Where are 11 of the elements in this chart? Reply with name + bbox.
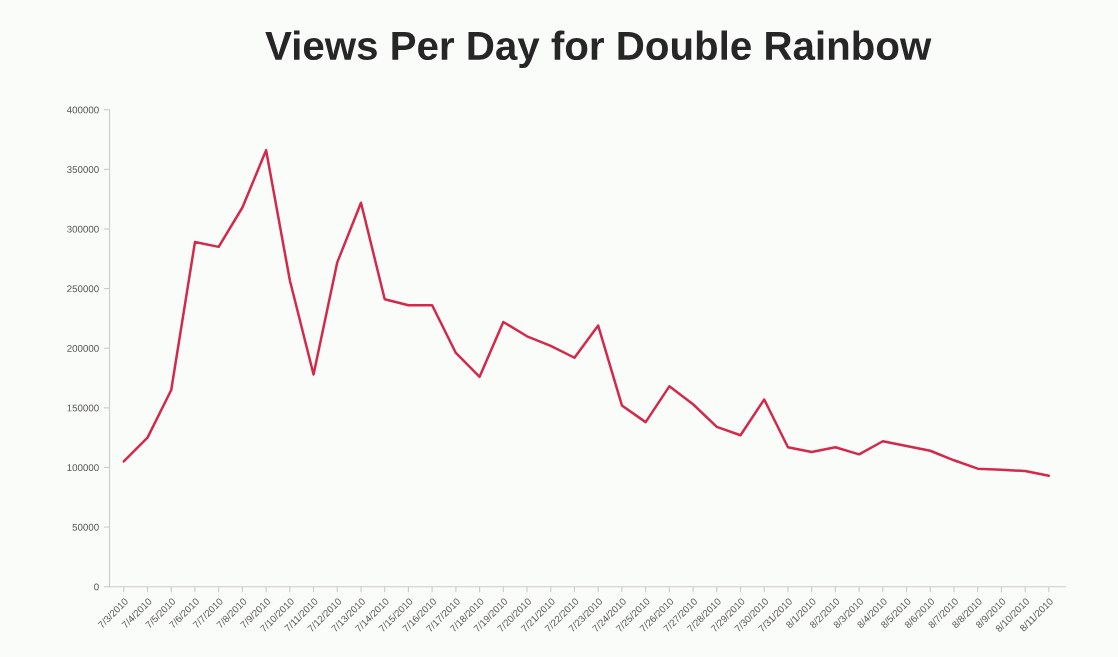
y-tick-label: 300000 xyxy=(67,225,99,233)
y-tick-label: 250000 xyxy=(67,285,99,293)
y-tick-label: 150000 xyxy=(67,404,99,412)
y-tick-label: 50000 xyxy=(72,523,99,531)
line-series xyxy=(122,149,1051,478)
y-tick-label: 400000 xyxy=(66,106,99,114)
y-tick-label: 0 xyxy=(94,583,99,591)
chart-title: Views Per Day for Double Rainbow xyxy=(265,30,932,69)
y-tick-label: 350000 xyxy=(67,166,99,173)
y-tick-label: 100000 xyxy=(67,464,99,472)
y-tick-label: 200000 xyxy=(67,344,99,352)
